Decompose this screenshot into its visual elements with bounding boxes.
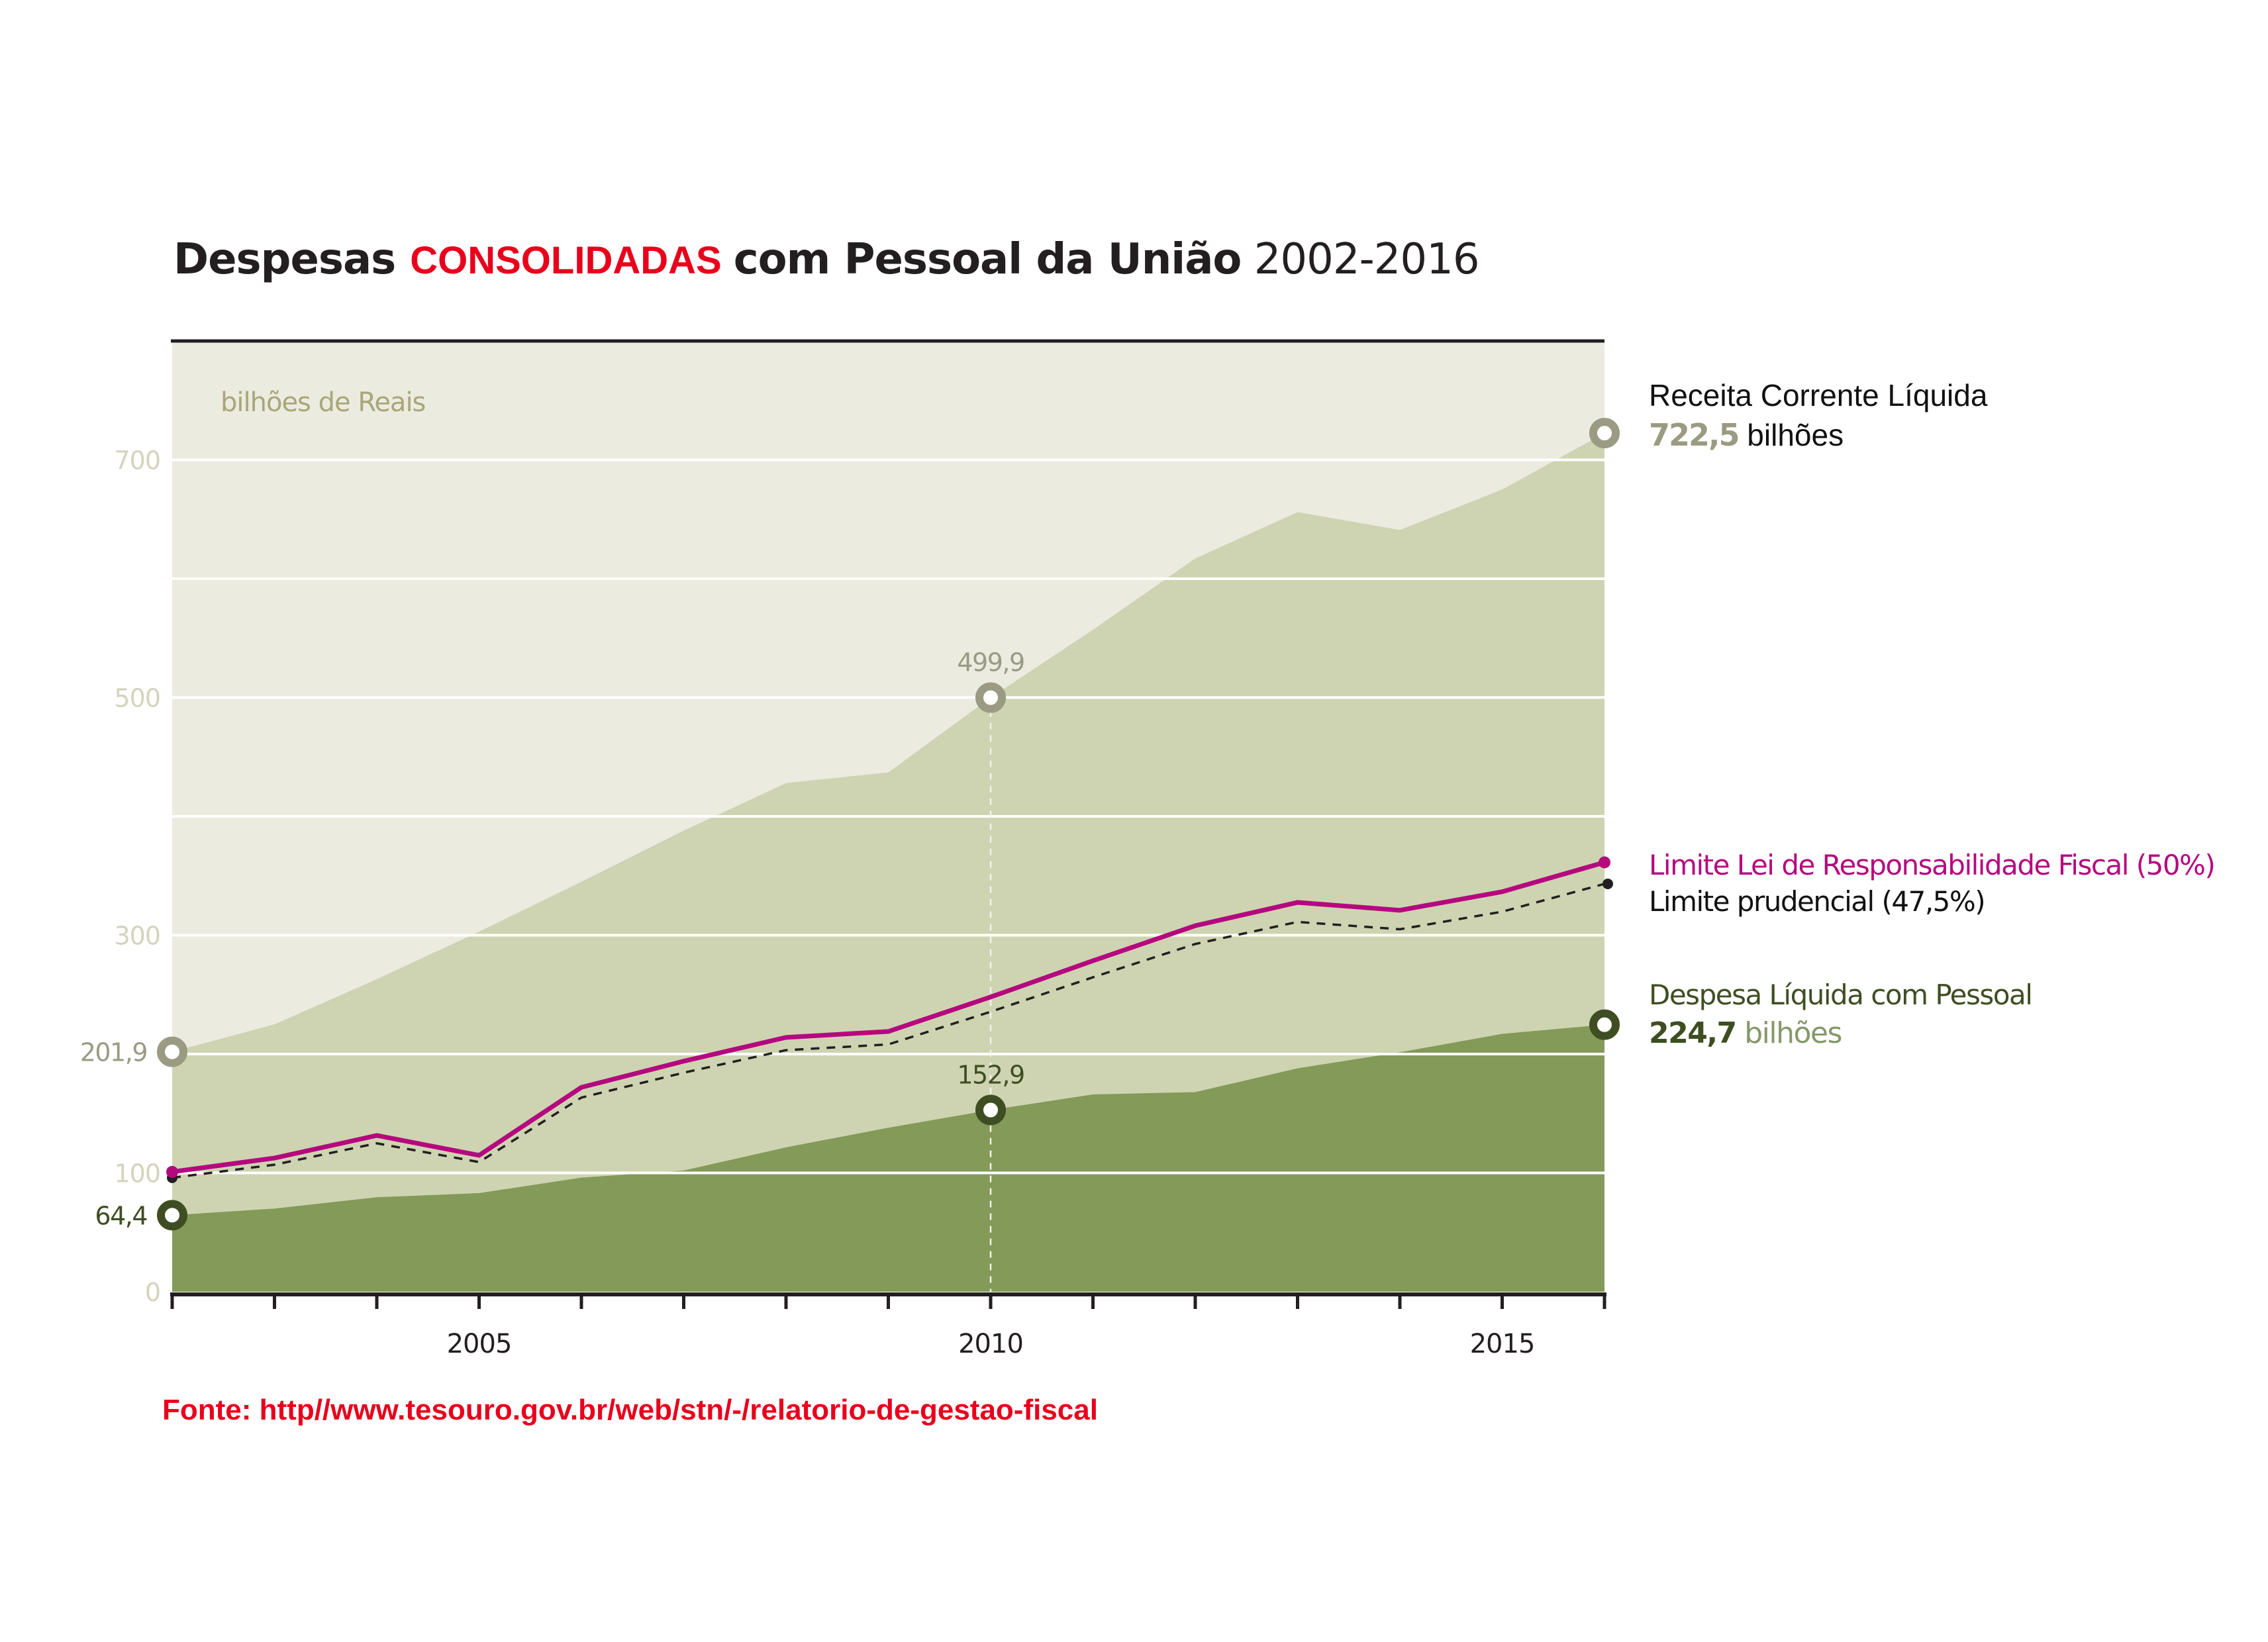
markers bbox=[157, 418, 1620, 1231]
legend-rcl-name: Receita Corrente Líquida bbox=[1649, 378, 1988, 412]
units-label: bilhões de Reais bbox=[221, 387, 426, 418]
y-tick-labels: 0 100 300 500 700 bbox=[114, 446, 161, 1308]
rcl-value-unit: bilhões bbox=[1747, 418, 1844, 452]
prudential-end-dot bbox=[1602, 878, 1613, 889]
legend-dlp-value: 224,7 bilhões bbox=[1649, 1016, 1842, 1050]
annotation-64-4: 64,4 bbox=[95, 1201, 147, 1230]
dlp-marker-2002 bbox=[157, 1200, 187, 1231]
title-part2: com Pessoal da União bbox=[733, 235, 1242, 284]
rcl-marker-2010 bbox=[975, 682, 1006, 713]
prudential-line bbox=[172, 883, 1605, 1179]
x-ticks bbox=[170, 1294, 1606, 1309]
legend-prudential-name: Limite prudencial (47,5%) bbox=[1649, 885, 1986, 918]
rcl-area bbox=[172, 433, 1604, 1292]
y-tick-label-500: 500 bbox=[114, 684, 160, 713]
x-tick-label-2010: 2010 bbox=[958, 1329, 1023, 1359]
legend-dlp-name: Despesa Líquida com Pessoal bbox=[1649, 979, 2033, 1011]
legend-rcl-value: 722,5 bilhões bbox=[1649, 417, 1844, 453]
dlp-marker-2016 bbox=[1589, 1009, 1620, 1040]
y-tick-label-700: 700 bbox=[114, 446, 160, 475]
title-years: 2002-2016 bbox=[1254, 235, 1480, 284]
annotation-152-9: 152,9 bbox=[957, 1061, 1024, 1090]
y-tick-label-300: 300 bbox=[114, 922, 160, 951]
y-tick-label-100: 100 bbox=[114, 1159, 160, 1188]
dlp-area bbox=[172, 1024, 1604, 1292]
gridlines bbox=[172, 458, 1604, 1175]
dlp-value-unit: bilhões bbox=[1744, 1016, 1842, 1050]
dlp-value-number: 224,7 bbox=[1649, 1016, 1737, 1050]
chart-title: Despesas CONSOLIDADAS com Pessoal da União… bbox=[173, 235, 1480, 284]
dlp-marker-2010 bbox=[975, 1094, 1006, 1126]
rcl-marker-2002 bbox=[157, 1036, 187, 1067]
annotations: 201,9 64,4 499,9 152,9 bbox=[80, 648, 1025, 1231]
legend-lrf-name: Limite Lei de Responsabilidade Fiscal (5… bbox=[1649, 849, 2216, 881]
lrf-line bbox=[172, 860, 1605, 1175]
title-part1: Despesas bbox=[173, 235, 396, 284]
x-tick-label-2015: 2015 bbox=[1470, 1329, 1535, 1359]
rcl-value-number: 722,5 bbox=[1649, 417, 1740, 453]
source-note: Fonte: http//www.tesouro.gov.br/web/stn/… bbox=[162, 1394, 1098, 1426]
rcl-marker-2016 bbox=[1589, 418, 1620, 449]
y-tick-label-0: 0 bbox=[145, 1278, 160, 1307]
lrf-end-dot bbox=[1599, 856, 1610, 869]
x-tick-labels: 2005 2010 2015 bbox=[447, 1329, 1536, 1359]
lrf-start-dot bbox=[166, 1165, 178, 1178]
annotation-499-9: 499,9 bbox=[957, 648, 1024, 677]
x-tick-label-2005: 2005 bbox=[447, 1329, 512, 1359]
title-highlight: CONSOLIDADAS bbox=[410, 239, 722, 282]
annotation-201-9: 201,9 bbox=[80, 1038, 147, 1067]
